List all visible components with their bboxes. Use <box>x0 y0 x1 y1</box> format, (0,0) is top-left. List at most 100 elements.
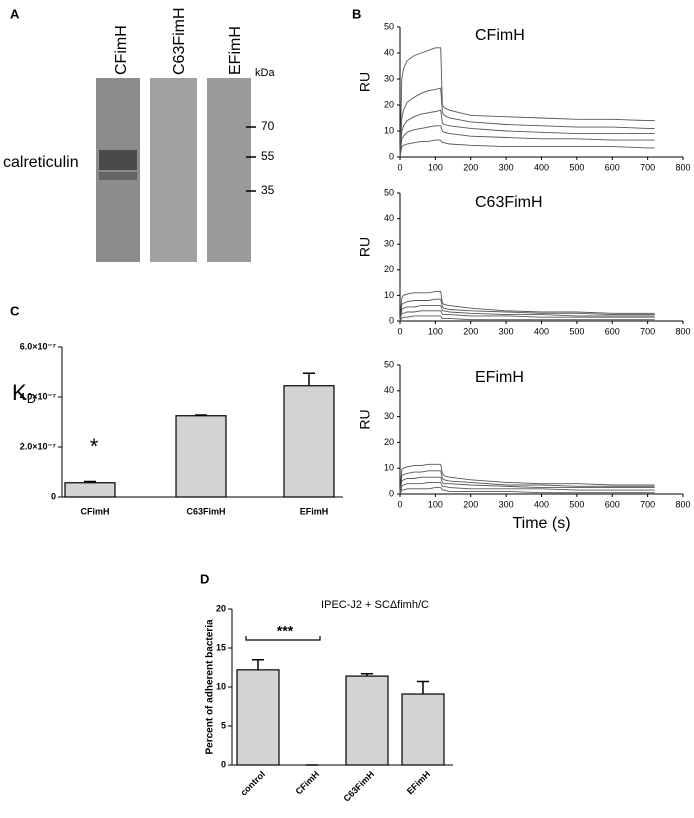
x-tick-label: control <box>238 769 267 798</box>
y-tick-label: 2.0×10⁻⁷ <box>20 441 57 451</box>
x-tick-label: 800 <box>675 326 690 336</box>
x-tick-label: EFimH <box>300 506 329 516</box>
y-tick-label: 50 <box>384 359 394 369</box>
sensorgram-line <box>399 463 655 495</box>
y-tick-label: 40 <box>384 213 394 223</box>
sensorgram-line <box>399 125 655 158</box>
y-tick-label: 6.0×10⁻⁷ <box>20 341 57 351</box>
panel-label: B <box>352 6 361 21</box>
y-tick-label: 30 <box>384 239 394 249</box>
significance-bracket <box>245 636 321 641</box>
annotation: * <box>90 434 99 459</box>
marker-label: 70 <box>261 119 275 133</box>
x-tick-label: 500 <box>569 162 584 172</box>
y-tick-label: 10 <box>384 290 394 300</box>
y-axis-label: Percent of adherent bacteria <box>205 619 216 754</box>
bar <box>283 385 335 498</box>
x-tick-label: 300 <box>499 162 514 172</box>
error-bar <box>361 672 373 677</box>
marker-label: 55 <box>261 149 275 163</box>
x-tick-label: 200 <box>463 326 478 336</box>
panel-label: D <box>200 571 209 586</box>
y-axis-label: RU <box>357 72 373 92</box>
marker-label: 35 <box>261 183 275 197</box>
sensorgram-line <box>399 481 655 495</box>
x-tick-label: 0 <box>397 499 402 509</box>
x-tick-label: C63FimH <box>341 769 376 804</box>
y-tick-label: 10 <box>216 681 226 691</box>
error-bar <box>303 372 315 386</box>
bar <box>401 693 445 766</box>
x-tick-label: 700 <box>640 162 655 172</box>
lane-label: CFimH <box>113 25 130 75</box>
annotation: *** <box>277 623 294 639</box>
x-tick-label: 600 <box>605 326 620 336</box>
x-tick-label: 800 <box>675 499 690 509</box>
sensorgram-line <box>399 487 655 495</box>
y-tick-label: 0 <box>389 151 394 161</box>
y-tick-label: 20 <box>384 437 394 447</box>
y-tick-label: 10 <box>384 463 394 473</box>
sensorgram-line <box>399 310 655 322</box>
x-tick-label: CFimH <box>81 506 110 516</box>
y-tick-label: 30 <box>384 73 394 83</box>
y-tick-label: 40 <box>384 47 394 57</box>
x-tick-label: 100 <box>428 326 443 336</box>
sensorgram-line <box>399 476 655 495</box>
sensorgram-line <box>399 109 655 158</box>
x-tick-label: 200 <box>463 162 478 172</box>
y-tick-label: 20 <box>384 264 394 274</box>
x-tick-label: 600 <box>605 162 620 172</box>
y-tick-label: 0 <box>51 491 56 501</box>
x-tick-label: 800 <box>675 162 690 172</box>
x-tick-label: 400 <box>534 326 549 336</box>
bar <box>236 669 280 766</box>
error-bar <box>195 414 207 416</box>
y-axis-label: KD <box>12 380 36 407</box>
blot-band <box>99 172 137 180</box>
x-tick-label: 200 <box>463 499 478 509</box>
sensorgram-line <box>399 87 655 158</box>
bar <box>345 675 389 766</box>
blot-lane <box>207 78 251 262</box>
sensorgram-line <box>399 470 655 495</box>
x-tick-label: 300 <box>499 326 514 336</box>
y-tick-label: 30 <box>384 411 394 421</box>
x-axis-label: Time (s) <box>512 515 570 532</box>
y-tick-label: 5 <box>221 720 226 730</box>
y-tick-label: 4.0×10⁻⁷ <box>20 391 57 401</box>
y-tick-label: 50 <box>384 187 394 197</box>
y-axis-label-main: K <box>12 380 27 405</box>
y-tick-label: 20 <box>216 603 226 613</box>
x-tick-label: 400 <box>534 162 549 172</box>
chart-title: C63FimH <box>475 194 543 211</box>
x-tick-label: 700 <box>640 499 655 509</box>
x-tick-label: 500 <box>569 326 584 336</box>
y-tick-label: 20 <box>384 99 394 109</box>
x-tick-label: 300 <box>499 499 514 509</box>
x-tick-label: 100 <box>428 499 443 509</box>
sensorgram-line <box>399 305 655 322</box>
y-tick-label: 0 <box>389 488 394 498</box>
x-tick-label: 400 <box>534 499 549 509</box>
sensorgram-line <box>399 47 655 158</box>
y-tick-label: 0 <box>389 315 394 325</box>
y-tick-label: 15 <box>216 642 226 652</box>
panel-label: A <box>10 6 20 21</box>
y-axis-label-sub: D <box>27 391 36 406</box>
y-tick-label: 10 <box>384 125 394 135</box>
x-tick-label: 700 <box>640 326 655 336</box>
sensorgram-line <box>399 291 655 322</box>
y-tick-label: 40 <box>384 385 394 395</box>
x-tick-label: 600 <box>605 499 620 509</box>
sensorgram-line <box>399 139 655 158</box>
sensorgram-line <box>399 298 655 322</box>
x-tick-label: 500 <box>569 499 584 509</box>
error-bar <box>252 658 264 670</box>
x-tick-label: 0 <box>397 326 402 336</box>
panel-label: C <box>10 303 20 318</box>
error-bar <box>84 480 96 483</box>
x-tick-label: CFimH <box>294 769 322 797</box>
lane-label: EFimH <box>227 26 244 75</box>
chart-title: CFimH <box>475 27 525 44</box>
